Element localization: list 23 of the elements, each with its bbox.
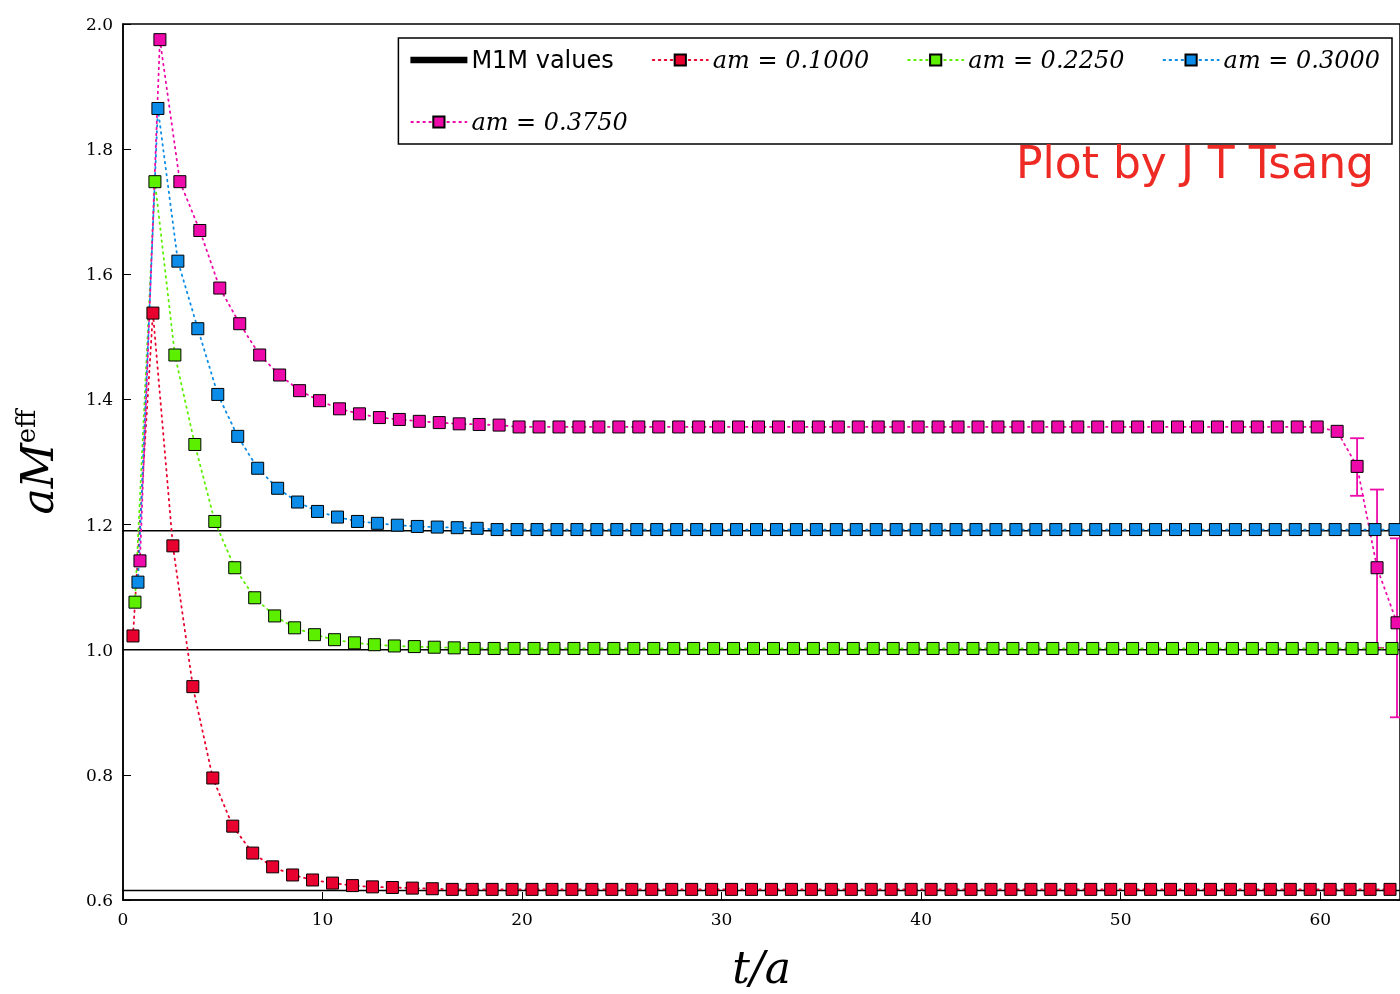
legend-label: M1M values <box>471 46 614 74</box>
legend-label: am = 0.3750 <box>471 108 628 136</box>
x-tick-label: 40 <box>910 908 932 929</box>
y-tick-label: 1.2 <box>85 514 113 535</box>
legend-label: am = 0.1000 <box>712 46 870 74</box>
x-tick-label: 50 <box>1109 908 1132 929</box>
x-tick-label: 30 <box>710 908 733 929</box>
y-tick-label: 0.8 <box>85 764 113 785</box>
annotation: Plot by J T Tsang <box>1016 136 1375 188</box>
x-axis-title: t/a <box>732 941 791 993</box>
x-tick-label: 20 <box>511 908 533 929</box>
y-tick-label: 1.8 <box>85 139 113 160</box>
legend-label: am = 0.2250 <box>968 46 1125 74</box>
y-axis-title: aMeff <box>11 406 63 515</box>
y-tick-label: 1.4 <box>85 389 113 410</box>
y-tick-label: 0.6 <box>85 890 113 910</box>
x-tick-label: 10 <box>311 908 334 929</box>
x-tick-label: 0 <box>117 908 129 929</box>
y-tick-label: 1.0 <box>85 639 113 660</box>
y-tick-label: 1.6 <box>85 264 113 285</box>
legend-label: am = 0.3000 <box>1223 46 1381 74</box>
y-tick-label: 2.0 <box>85 14 113 34</box>
x-tick-label: 60 <box>1309 908 1332 929</box>
